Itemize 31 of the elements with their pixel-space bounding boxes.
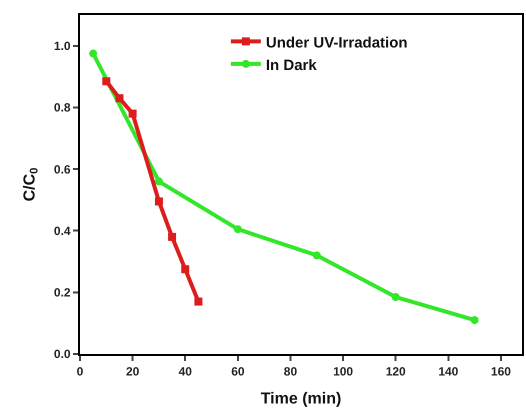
legend-label: In Dark	[266, 56, 318, 74]
point	[392, 292, 400, 301]
x-tick-label: 120	[386, 364, 406, 378]
point	[89, 50, 98, 58]
y-tick-label: 1.0	[54, 39, 71, 54]
point	[234, 225, 242, 234]
point	[470, 316, 479, 324]
y-tick-label: 0.2	[54, 286, 71, 300]
point	[102, 77, 110, 86]
x-tick-label: 0	[76, 364, 84, 378]
point	[154, 197, 163, 206]
point	[168, 232, 176, 241]
x-tick-label: 80	[284, 364, 298, 378]
point	[194, 298, 202, 306]
y-tick-label: 0.4	[54, 224, 71, 238]
x-tick-label: 100	[333, 364, 354, 378]
point	[154, 177, 163, 186]
x-tick-label: 160	[490, 364, 512, 378]
x-tick-label: 60	[231, 364, 245, 378]
legend-label: Under UV-Irradation	[266, 34, 408, 52]
x-tick-label: 20	[126, 364, 140, 378]
y-tick-label: 0.0	[54, 347, 71, 362]
y-tick-label: 0.8	[54, 100, 71, 115]
point	[312, 251, 321, 260]
x-tick-label: 40	[178, 364, 192, 378]
point	[181, 265, 190, 274]
x-axis-title: Time (min)	[260, 390, 342, 408]
point	[128, 110, 137, 118]
y-tick-label: 0.6	[54, 162, 71, 176]
point	[115, 94, 124, 102]
x-tick-label: 140	[438, 364, 459, 378]
